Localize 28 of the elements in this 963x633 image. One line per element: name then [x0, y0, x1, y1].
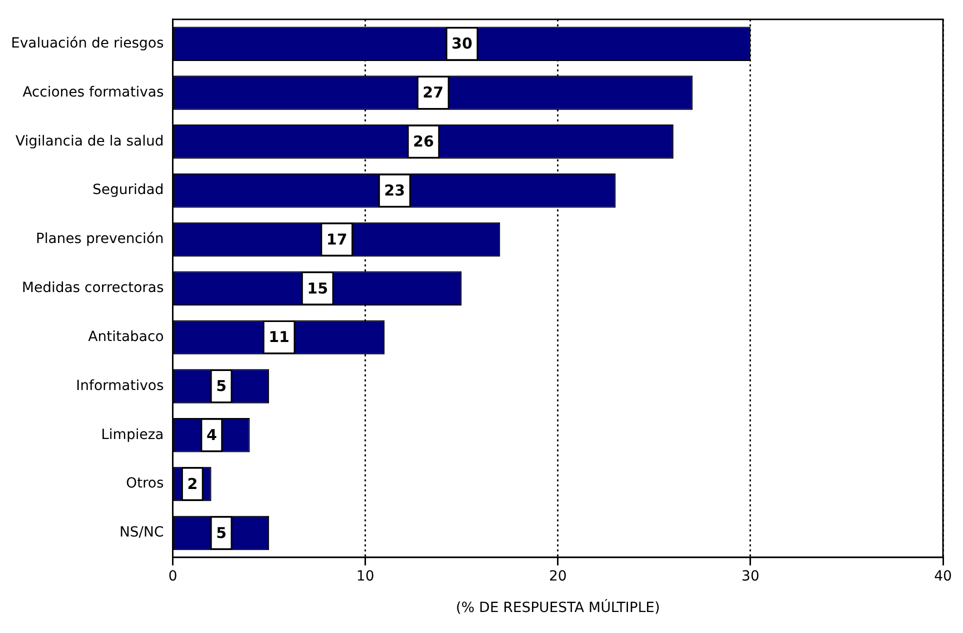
x-tick-label: 10 [356, 568, 374, 584]
data-label: 5 [216, 524, 227, 542]
y-tick-label: Planes prevención [36, 231, 164, 248]
data-label: 17 [326, 230, 348, 248]
y-tick-label: NS/NC [119, 524, 164, 541]
y-tick-label: Medidas correctoras [22, 280, 164, 296]
x-tick-label: 30 [742, 568, 760, 584]
data-label: 2 [187, 474, 198, 493]
data-label: 15 [307, 279, 328, 298]
data-label: 27 [422, 84, 444, 102]
y-tick-label: Evaluación de riesgos [10, 35, 164, 52]
y-tick-label: Informativos [76, 378, 164, 394]
x-tick-label: 20 [548, 568, 567, 584]
y-tick-label: Antitabaco [88, 328, 164, 345]
y-tick-label: Seguridad [92, 182, 164, 198]
data-label: 4 [206, 426, 217, 444]
x-tick-label: 0 [168, 568, 178, 584]
data-label: 11 [268, 328, 290, 346]
x-tick-label: 40 [934, 568, 952, 584]
data-label: 26 [413, 132, 434, 151]
y-tick-label: Vigilancia de la salud [15, 133, 164, 150]
x-axis-title: (% DE RESPUESTA MÚLTIPLE) [456, 599, 660, 616]
data-label: 23 [384, 181, 406, 200]
y-tick-label: Limpieza [101, 426, 164, 443]
y-tick-label: Otros [126, 476, 164, 492]
data-label: 30 [452, 34, 472, 53]
data-label: 5 [216, 377, 227, 396]
y-tick-label: Acciones formativas [22, 84, 164, 100]
